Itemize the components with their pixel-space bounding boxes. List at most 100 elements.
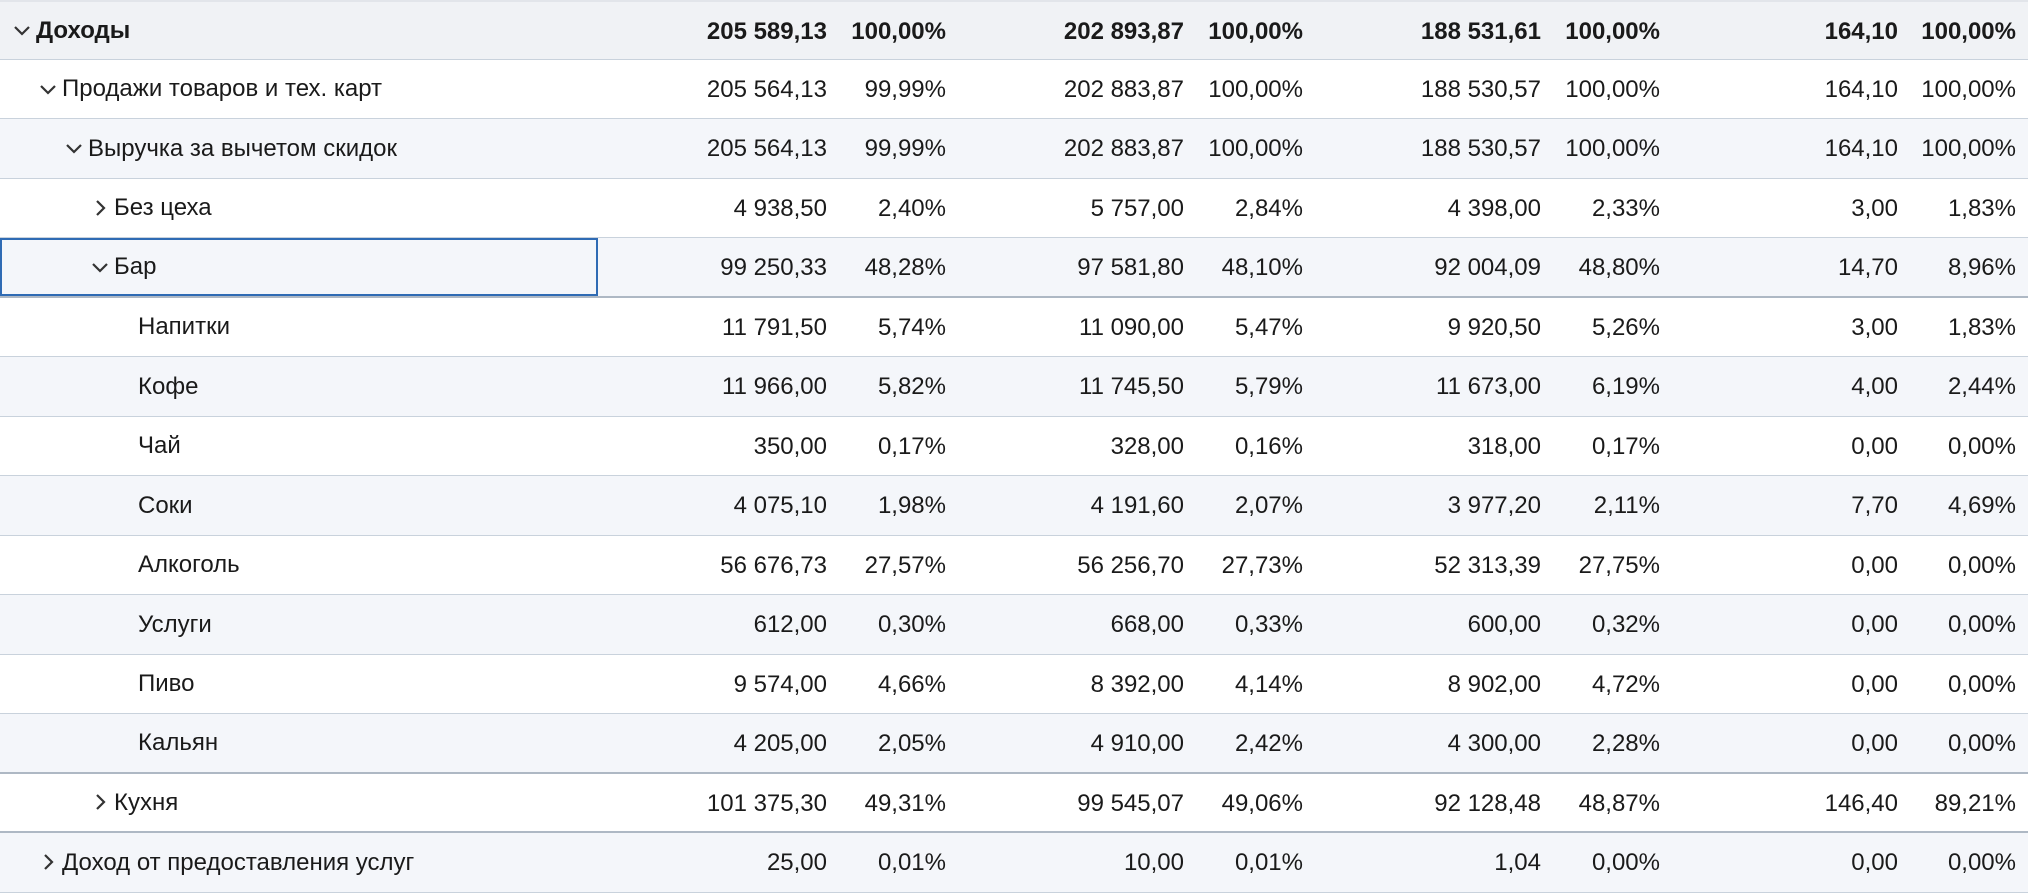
percent-cell: 99,99%: [864, 135, 946, 162]
row-label-cell[interactable]: Кофе: [0, 357, 598, 416]
row-label-cell[interactable]: Выручка за вычетом скидок: [0, 119, 598, 178]
chevron-right-icon[interactable]: [88, 196, 112, 220]
table-row[interactable]: Пиво 9 574,00 4,66% 8 392,00 4,14% 8 902,00 4,…: [0, 654, 2028, 714]
amount-cell: 164,10: [1824, 75, 1898, 103]
percent-cell: 89,21%: [1934, 789, 2016, 817]
amount-cell: 11 745,50: [1079, 373, 1184, 400]
percent-cell: 0,00%: [1591, 849, 1660, 876]
amount-cell: 612,00: [753, 611, 827, 638]
percent-cell: 4,66%: [877, 670, 946, 698]
row-label: Алкоголь: [138, 551, 240, 579]
table-row[interactable]: Напитки 11 791,50 5,74% 11 090,00 5,47% 9 920…: [0, 297, 2028, 357]
row-label-cell[interactable]: Кухня: [0, 774, 598, 832]
chevron-right-icon[interactable]: [88, 790, 112, 814]
percent-cell: 8,96%: [1947, 254, 2016, 281]
chevron-down-icon[interactable]: [10, 18, 34, 42]
row-label-wrapper: Кофе: [138, 357, 198, 416]
amount-cell: 97 581,80: [1077, 254, 1184, 281]
percent-cell: 0,01%: [1234, 849, 1303, 876]
percent-cell: 0,32%: [1591, 611, 1660, 638]
percent-cell: 4,69%: [1947, 492, 2016, 519]
percent-cell: 2,40%: [877, 194, 946, 222]
amount-cell: 8 902,00: [1447, 670, 1541, 698]
percent-cell: 6,19%: [1591, 373, 1660, 400]
row-label-cell[interactable]: Услуги: [0, 595, 598, 654]
row-label: Кальян: [138, 729, 219, 757]
amount-cell: 668,00: [1110, 611, 1184, 638]
row-label-cell[interactable]: Кальян: [0, 714, 598, 772]
amount-cell: 318,00: [1467, 432, 1541, 460]
percent-cell: 2,33%: [1591, 194, 1660, 222]
amount-cell: 205 589,13: [706, 18, 827, 45]
table-row[interactable]: Услуги 612,00 0,30% 668,00 0,33% 600,00 0,32% 0…: [0, 595, 2028, 655]
percent-cell: 100,00%: [1208, 75, 1303, 103]
table-row[interactable]: Алкоголь 56 676,73 27,57% 56 256,70 27,73% 52…: [0, 535, 2028, 595]
row-label-wrapper: Услуги: [138, 595, 212, 654]
table-row[interactable]: Кофе 11 966,00 5,82% 11 745,50 5,79% 11 673,0…: [0, 357, 2028, 417]
row-label-cell[interactable]: Чай: [0, 417, 598, 476]
percent-cell: 2,84%: [1234, 194, 1303, 222]
amount-cell: 0,00: [1851, 551, 1898, 579]
row-label: Напитки: [138, 313, 230, 341]
percent-cell: 5,47%: [1234, 313, 1303, 341]
amount-cell: 600,00: [1467, 611, 1541, 638]
percent-cell: 27,73%: [1221, 551, 1303, 579]
table-row[interactable]: Выручка за вычетом скидок 205 564,13 99,99…: [0, 119, 2028, 179]
row-label-wrapper: Кухня: [88, 774, 178, 832]
row-label: Кухня: [114, 788, 179, 816]
amount-cell: 0,00: [1851, 611, 1898, 638]
chevron-down-icon[interactable]: [88, 255, 112, 279]
percent-cell: 0,00%: [1947, 730, 2016, 757]
amount-cell: 202 883,87: [1063, 135, 1184, 162]
percent-cell: 0,30%: [877, 611, 946, 638]
amount-cell: 11 090,00: [1079, 313, 1184, 341]
percent-cell: 0,01%: [877, 849, 946, 876]
percent-cell: 48,80%: [1578, 254, 1660, 281]
row-label-cell[interactable]: Алкоголь: [0, 536, 598, 595]
table-row[interactable]: Бар 99 250,33 48,28% 97 581,80 48,10% 92 004,…: [0, 238, 2028, 298]
row-label-cell[interactable]: Бар: [0, 238, 598, 296]
percent-cell: 100,00%: [851, 18, 946, 45]
amount-cell: 4 910,00: [1090, 730, 1184, 757]
table-row[interactable]: Доход от предоставления услуг 25,00 0,01% 1…: [0, 833, 2028, 893]
amount-cell: 146,40: [1824, 789, 1898, 817]
table-row[interactable]: Соки 4 075,10 1,98% 4 191,60 2,07% 3 977,20 2,…: [0, 476, 2028, 536]
amount-cell: 9 920,50: [1447, 313, 1541, 341]
percent-cell: 100,00%: [1921, 135, 2016, 162]
percent-cell: 100,00%: [1921, 75, 2016, 103]
table-row[interactable]: Продажи товаров и тех. карт 205 564,13 99,…: [0, 59, 2028, 119]
row-label-cell[interactable]: Соки: [0, 476, 598, 535]
table-row[interactable]: Без цеха 4 938,50 2,40% 5 757,00 2,84% 4 398,…: [0, 178, 2028, 238]
percent-cell: 48,28%: [864, 254, 946, 281]
row-label: Доход от предоставления услуг: [62, 848, 415, 876]
amount-cell: 188 530,57: [1420, 135, 1541, 162]
amount-cell: 0,00: [1851, 849, 1898, 876]
row-label-wrapper: Доходы: [10, 2, 130, 59]
row-label-cell[interactable]: Напитки: [0, 298, 598, 357]
row-label-cell[interactable]: Доходы: [0, 2, 598, 59]
row-label-wrapper: Соки: [138, 476, 193, 535]
percent-cell: 0,00%: [1947, 670, 2016, 698]
table-row[interactable]: Кальян 4 205,00 2,05% 4 910,00 2,42% 4 300,00…: [0, 714, 2028, 774]
row-label-wrapper: Пиво: [138, 655, 194, 714]
percent-cell: 4,14%: [1234, 670, 1303, 698]
row-label-cell[interactable]: Без цеха: [0, 179, 598, 238]
percent-cell: 0,16%: [1234, 432, 1303, 460]
table-row[interactable]: Доходы 205 589,13 100,00% 202 893,87 100,00%…: [0, 0, 2028, 60]
amount-cell: 4 205,00: [733, 730, 827, 757]
row-label-wrapper: Без цеха: [88, 179, 212, 238]
percent-cell: 5,74%: [877, 313, 946, 341]
row-label-cell[interactable]: Пиво: [0, 655, 598, 714]
amount-cell: 3 977,20: [1447, 492, 1541, 519]
chevron-down-icon[interactable]: [36, 77, 60, 101]
chevron-down-icon[interactable]: [62, 136, 86, 160]
row-label-cell[interactable]: Продажи товаров и тех. карт: [0, 60, 598, 119]
chevron-right-icon[interactable]: [36, 850, 60, 874]
table-row[interactable]: Кухня 101 375,30 49,31% 99 545,07 49,06% 92 1…: [0, 773, 2028, 833]
amount-cell: 205 564,13: [706, 135, 827, 162]
amount-cell: 52 313,39: [1434, 551, 1541, 579]
table-row[interactable]: Чай 350,00 0,17% 328,00 0,16% 318,00 0,17% 0,00…: [0, 416, 2028, 476]
amount-cell: 0,00: [1851, 432, 1898, 460]
amount-cell: 164,10: [1824, 18, 1898, 45]
row-label-cell[interactable]: Доход от предоставления услуг: [0, 833, 598, 892]
